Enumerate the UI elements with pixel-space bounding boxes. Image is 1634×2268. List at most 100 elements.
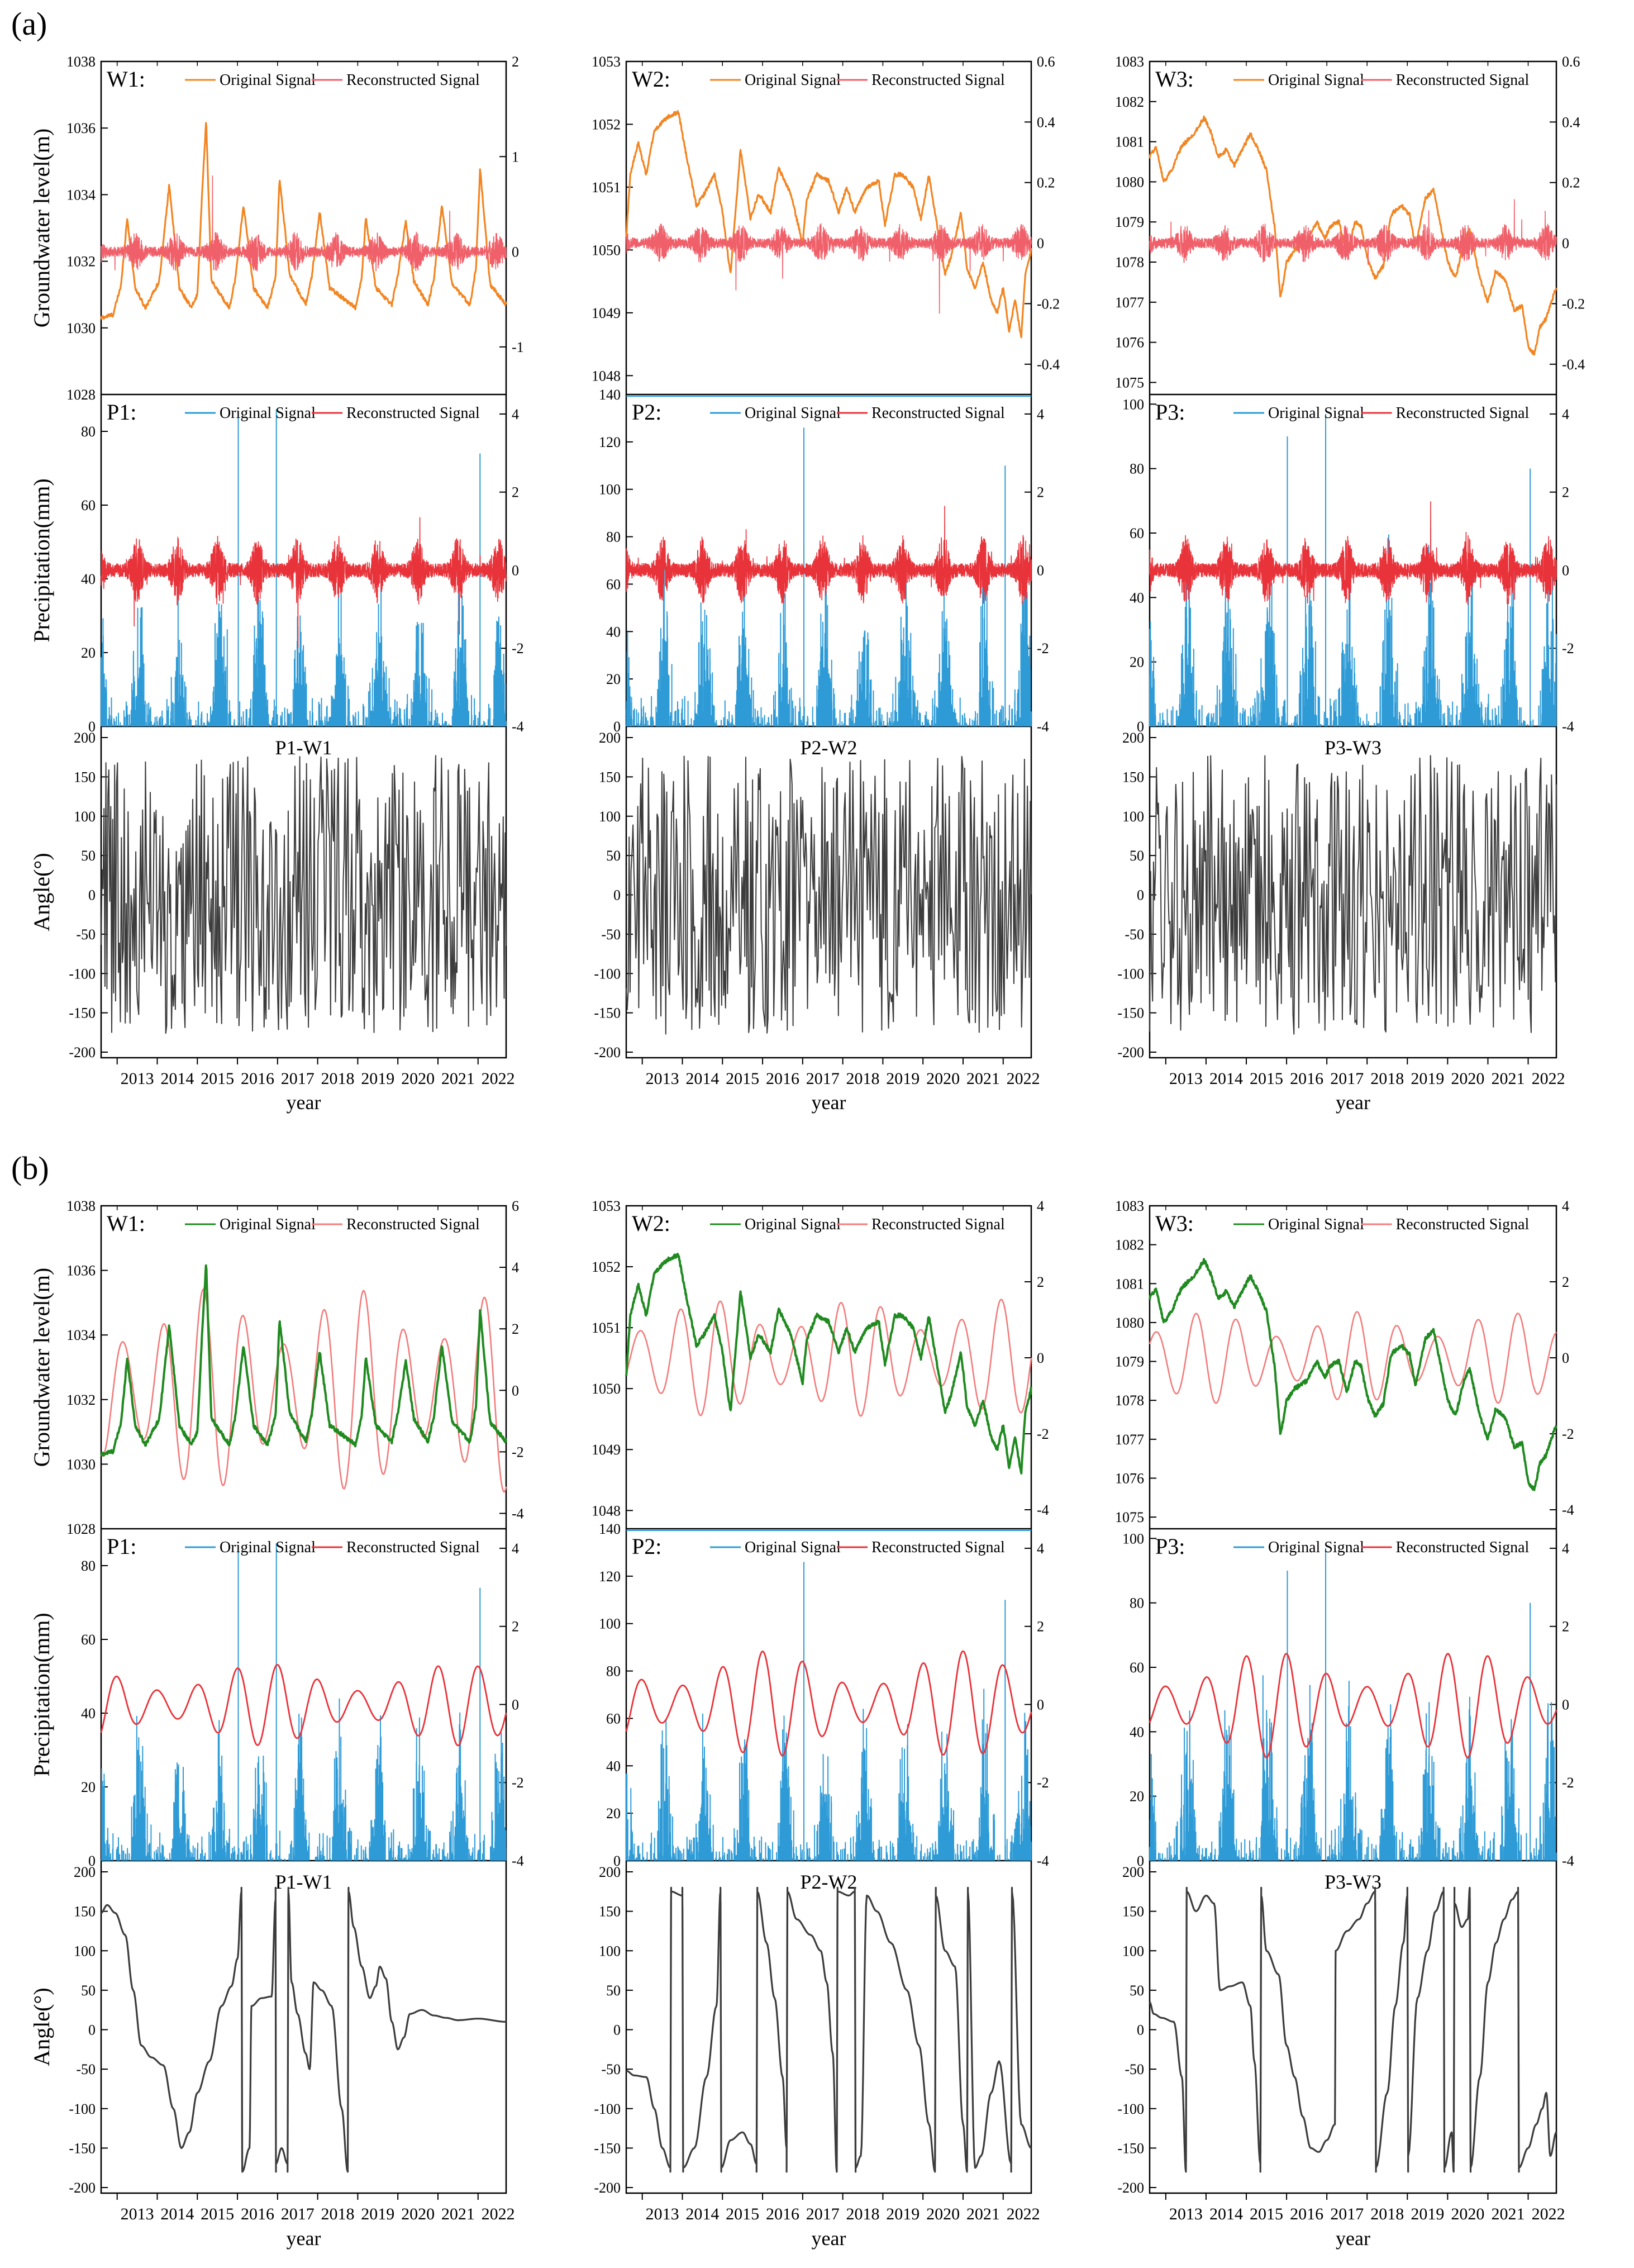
panel-column: 1075 1076 1077 1078 1079 1080 1081 1082 1083 -0.4… xyxy=(1115,54,1585,1114)
x-tick-label: 2018 xyxy=(321,2205,355,2223)
y2-tick-label: 2 xyxy=(512,54,519,70)
panel-title: P2: xyxy=(632,400,661,425)
angle-line xyxy=(1149,1886,1557,2173)
y-tick-label: 1052 xyxy=(592,1259,621,1275)
x-tick-label: 2016 xyxy=(241,2205,274,2223)
groundwater-original-line xyxy=(100,1264,507,1457)
groundwater-reconstructed-line xyxy=(1149,199,1557,265)
y-tick-label: -50 xyxy=(76,926,96,943)
y2-tick-label: -0.2 xyxy=(1562,296,1585,312)
y2-tick-label: 4 xyxy=(512,1540,519,1557)
precip-reconstructed-line xyxy=(625,1650,1032,1757)
angle-panel-title: P3-W3 xyxy=(1325,736,1381,759)
x-tick-label: 2018 xyxy=(846,2205,880,2223)
y-tick-label: -50 xyxy=(1125,926,1144,943)
legend-original-label: Original Signal xyxy=(220,1216,316,1233)
panel-column: 1048 1049 1050 1051 1052 1053 -0.4 -0.2 0 0.2 0.4 0… xyxy=(592,54,1060,1114)
y2-tick-label: 0 xyxy=(1562,235,1569,251)
x-tick-label: 2021 xyxy=(441,2205,475,2223)
y2-tick-label: 4 xyxy=(1037,1540,1044,1557)
x-tick-label: 2019 xyxy=(1411,1069,1444,1088)
y-tick-label: 1050 xyxy=(592,242,621,258)
y-tick-label: 40 xyxy=(606,624,621,640)
y2-tick-label: 0 xyxy=(1037,562,1044,578)
y-tick-label: 1048 xyxy=(592,1503,621,1519)
legend-reconstructed-label: Reconstructed Signal xyxy=(1396,1216,1530,1233)
y-tick-label: -100 xyxy=(69,966,96,982)
legend-original-label: Original Signal xyxy=(745,72,841,89)
panel-column: 1048 1049 1050 1051 1052 1053 -4 -2 0 2 4 W2: Origin… xyxy=(592,1198,1049,2250)
y-tick-label: 20 xyxy=(81,1779,96,1795)
x-tick-label: 2019 xyxy=(361,2205,394,2223)
y2-tick-label: 0 xyxy=(512,244,519,260)
legend-reconstructed-label: Reconstructed Signal xyxy=(1396,1539,1530,1556)
x-tick-label: 2022 xyxy=(482,2205,515,2223)
y-tick-label: 100 xyxy=(1122,1530,1144,1547)
x-tick-label: 2018 xyxy=(321,1069,355,1088)
x-tick-label: 2021 xyxy=(441,1069,475,1088)
panel-title: W2: xyxy=(632,66,670,92)
x-tick-label: 2014 xyxy=(160,1069,194,1088)
y2-tick-label: -2 xyxy=(1562,1426,1574,1442)
y2-tick-label: 6 xyxy=(512,1198,519,1214)
y-tick-label: -150 xyxy=(594,2140,621,2156)
angle-panel-title: P3-W3 xyxy=(1325,1871,1381,1893)
y-tick-label: -200 xyxy=(69,1044,96,1061)
y-tick-label: 0 xyxy=(88,2022,96,2038)
y2-tick-label: -4 xyxy=(512,1505,524,1521)
y-tick-label: 0 xyxy=(613,1853,621,1869)
y-tick-label: 1053 xyxy=(592,54,621,70)
y2-tick-label: 2 xyxy=(1037,1619,1044,1635)
y-tick-label: 150 xyxy=(1122,1904,1144,1920)
y-tick-label: 60 xyxy=(1130,525,1144,541)
y-tick-label: 1076 xyxy=(1115,335,1144,351)
x-tick-label: 2015 xyxy=(1250,2205,1283,2223)
y-tick-label: 100 xyxy=(1122,809,1144,825)
y-tick-label: 60 xyxy=(81,1632,96,1648)
y-tick-label: -150 xyxy=(1117,1005,1144,1021)
y-tick-label: 1034 xyxy=(66,187,96,203)
y-tick-label: -200 xyxy=(1117,2180,1144,2196)
x-tick-label: 2017 xyxy=(806,1069,840,1088)
y2-tick-label: -4 xyxy=(1037,1853,1049,1869)
legend-reconstructed-label: Reconstructed Signal xyxy=(346,1216,480,1233)
precip-original-bars xyxy=(101,1543,507,1861)
y-tick-label: 200 xyxy=(74,1864,96,1880)
y-tick-label: 150 xyxy=(74,769,96,785)
panel-frame xyxy=(625,1205,1032,2194)
x-tick-label: 2020 xyxy=(1451,2205,1484,2223)
y-tick-label: 200 xyxy=(1122,1864,1144,1880)
legend-reconstructed-label: Reconstructed Signal xyxy=(346,1539,480,1556)
y-tick-label: -150 xyxy=(69,2140,96,2156)
legend-reconstructed-label: Reconstructed Signal xyxy=(346,72,480,89)
y-tick-label: -50 xyxy=(1125,2061,1144,2077)
y-axis-label: Groundwater level(m) xyxy=(29,1268,54,1467)
y2-tick-label: 4 xyxy=(1037,406,1044,422)
groundwater-original-line xyxy=(1149,1258,1557,1491)
y-tick-label: -200 xyxy=(1117,1044,1144,1061)
angle-line xyxy=(626,1886,1032,2173)
y-tick-label: -150 xyxy=(594,1005,621,1021)
y-tick-label: 40 xyxy=(1130,589,1144,606)
legend-reconstructed-label: Reconstructed Signal xyxy=(871,1216,1005,1233)
y-tick-label: 0 xyxy=(88,1853,96,1869)
y2-tick-label: -0.4 xyxy=(1562,356,1585,373)
y2-tick-label: 2 xyxy=(512,1321,519,1337)
y-tick-label: -100 xyxy=(594,2101,621,2117)
y2-tick-label: 0 xyxy=(1037,1350,1044,1366)
legend-original-label: Original Signal xyxy=(1268,1539,1364,1556)
y-tick-label: 60 xyxy=(81,497,96,513)
y-tick-label: -200 xyxy=(594,2180,621,2196)
y2-tick-label: 4 xyxy=(1562,1198,1569,1214)
x-tick-label: 2021 xyxy=(966,2205,1000,2223)
y-tick-label: 140 xyxy=(599,387,621,403)
y-tick-label: 1078 xyxy=(1115,254,1144,270)
y-tick-label: 100 xyxy=(74,809,96,825)
y2-tick-label: -4 xyxy=(512,719,524,735)
y2-tick-label: 0.4 xyxy=(1562,114,1580,130)
y-tick-label: 100 xyxy=(599,1616,621,1632)
x-tick-label: 2013 xyxy=(121,2205,154,2223)
y2-tick-label: -2 xyxy=(1037,640,1049,657)
legend-original-label: Original Signal xyxy=(1268,1216,1364,1233)
y-tick-label: 40 xyxy=(81,571,96,587)
